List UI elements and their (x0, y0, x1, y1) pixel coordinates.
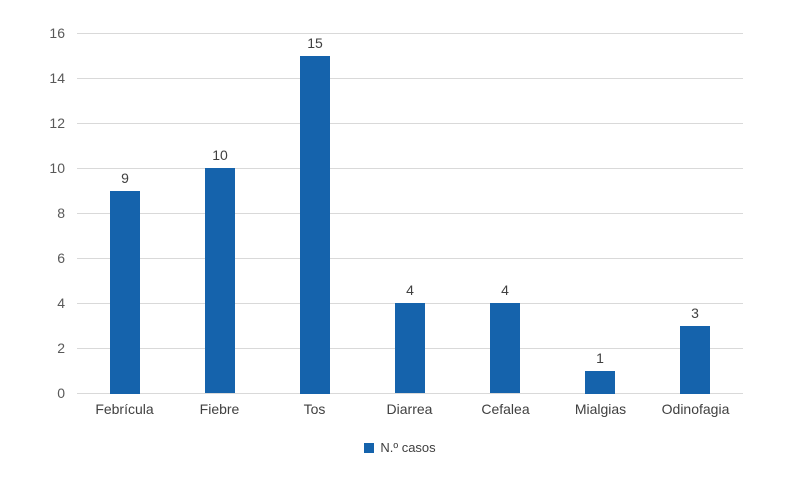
y-tick-label: 8 (57, 205, 65, 221)
y-tick-label: 0 (57, 385, 65, 401)
x-axis-line (77, 393, 743, 394)
x-tick-label: Mialgias (574, 401, 627, 417)
x-tick-label: Febrícula (95, 401, 154, 417)
y-tick-label: 4 (57, 295, 65, 311)
bar (300, 56, 330, 394)
bar-value-label: 4 (501, 282, 509, 298)
y-tick-label: 16 (49, 25, 65, 41)
bar-value-label: 10 (212, 147, 228, 163)
bar-value-label: 3 (691, 305, 699, 321)
x-tick-label: Tos (303, 401, 326, 417)
gridline (77, 213, 743, 214)
gridline (77, 123, 743, 124)
x-tick-label: Fiebre (199, 401, 240, 417)
bar-value-label: 4 (406, 282, 414, 298)
x-tick-label: Diarrea (386, 401, 433, 417)
legend-swatch-icon (364, 442, 375, 453)
y-tick-label: 12 (49, 115, 65, 131)
y-tick-label: 10 (49, 160, 65, 176)
bar (490, 303, 520, 393)
bar (395, 303, 425, 393)
y-tick-label: 2 (57, 340, 65, 356)
legend-label: N.º casos (380, 440, 436, 455)
bar-value-label: 9 (121, 170, 129, 186)
gridline (77, 78, 743, 79)
y-tick-label: 6 (57, 250, 65, 266)
bar (680, 326, 710, 394)
gridline (77, 168, 743, 169)
y-tick-label: 14 (49, 70, 65, 86)
gridline (77, 258, 743, 259)
gridline (77, 33, 743, 34)
x-tick-label: Cefalea (481, 401, 530, 417)
legend: N.º casos (0, 440, 800, 455)
bar-value-label: 15 (307, 35, 323, 51)
bar (205, 168, 235, 393)
bar-value-label: 1 (596, 350, 604, 366)
bar (585, 371, 615, 394)
bar (110, 191, 140, 394)
x-tick-label: Odinofagia (661, 401, 730, 417)
